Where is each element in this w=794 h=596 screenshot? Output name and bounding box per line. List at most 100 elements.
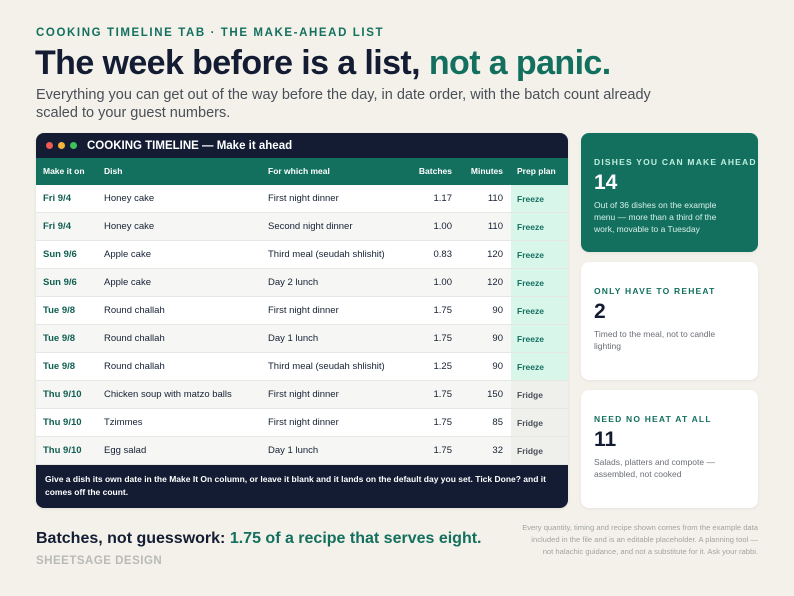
tagline-lead: Batches, not guesswork: xyxy=(36,530,226,547)
prep-bg xyxy=(511,409,568,436)
column-header: Make it on Dish For which meal Batches Minut… xyxy=(36,158,568,185)
table-row: Thu 9/10 Tzimmes First night dinner 1.75 85 F… xyxy=(36,409,568,437)
table-cell: Freeze xyxy=(517,250,544,260)
table-cell: Tue 9/8 xyxy=(43,361,76,372)
prep-bg xyxy=(511,353,568,380)
table-cell: Apple cake xyxy=(104,249,152,260)
table-cell: Third meal (seudah shlishit) xyxy=(268,361,385,372)
table-cell: 1.75 xyxy=(433,389,453,400)
table-cell: Freeze xyxy=(517,362,544,372)
table-cell: Freeze xyxy=(517,334,544,344)
table-cell: Tue 9/8 xyxy=(43,333,76,344)
table-row: Tue 9/8 Round challah First night dinner 1.… xyxy=(36,297,568,325)
column-label: Prep plan xyxy=(517,166,556,176)
table-cell: Round challah xyxy=(104,333,165,344)
disclaimer: Every quantity, timing and recipe shown … xyxy=(522,523,758,556)
table-cell: Day 2 lunch xyxy=(268,277,319,288)
table-cell: Sun 9/6 xyxy=(43,249,77,260)
table-cell: 1.75 xyxy=(433,305,453,316)
headline-accent: not a panic. xyxy=(428,44,611,82)
stat-card: DISHES YOU CAN MAKE AHEAD 14 Out of 36 dis… xyxy=(581,133,758,252)
table-cell: Honey cake xyxy=(104,193,155,204)
table-row: Tue 9/8 Round challah Third meal (seudah s… xyxy=(36,353,568,381)
table-cell: 1.00 xyxy=(433,277,453,288)
table-cell: Third meal (seudah shlishit) xyxy=(268,249,385,260)
headline-lead: The week before is a list, xyxy=(35,44,421,82)
table-cell: Round challah xyxy=(104,361,165,372)
timeline-panel: COOKING TIMELINE — Make it ahead Make it… xyxy=(36,133,568,508)
table-cell: First night dinner xyxy=(268,417,339,428)
table-cell: 1.75 xyxy=(433,445,453,456)
card-label: DISHES YOU CAN MAKE AHEAD xyxy=(594,157,757,167)
tagline: Batches, not guesswork: 1.75 of a recipe… xyxy=(36,530,482,548)
table-cell: Freeze xyxy=(517,278,544,288)
prep-bg xyxy=(511,297,568,324)
table-cell: 110 xyxy=(487,221,503,232)
table-cell: 0.83 xyxy=(433,249,453,260)
table-cell: 85 xyxy=(492,417,503,428)
headline: The week before is a list, not a panic. xyxy=(35,44,611,83)
table-cell: 1.17 xyxy=(433,193,453,204)
table-row: Sun 9/6 Apple cake Day 2 lunch 1.00 120 Freez… xyxy=(36,269,568,297)
table-row: Sun 9/6 Apple cake Third meal (seudah shli… xyxy=(36,241,568,269)
card-value: 11 xyxy=(594,428,617,451)
stat-card: NEED NO HEAT AT ALL 11 Salads, platters an… xyxy=(581,390,758,508)
table-cell: Day 1 lunch xyxy=(268,333,319,344)
column-label: Minutes xyxy=(470,166,503,176)
table-row: Fri 9/4 Honey cake First night dinner 1.17 1… xyxy=(36,185,568,213)
table-row: Thu 9/10 Chicken soup with matzo balls Fir… xyxy=(36,381,568,409)
prep-bg xyxy=(511,185,568,212)
table-cell: Fri 9/4 xyxy=(43,221,71,232)
prep-bg xyxy=(511,381,568,408)
prep-bg xyxy=(511,269,568,296)
prep-bg xyxy=(511,437,568,464)
table-cell: Thu 9/10 xyxy=(43,389,82,400)
table-cell: Fridge xyxy=(517,390,543,400)
dot xyxy=(46,142,53,149)
table-cell: 90 xyxy=(492,361,503,372)
card-value: 2 xyxy=(594,300,606,323)
table-row: Fri 9/4 Honey cake Second night dinner 1.00… xyxy=(36,213,568,241)
table-cell: Fri 9/4 xyxy=(43,193,71,204)
prep-bg xyxy=(511,241,568,268)
table-cell: Second night dinner xyxy=(268,221,353,232)
table-cell: Freeze xyxy=(517,194,544,204)
table-cell: First night dinner xyxy=(268,193,339,204)
table-cell: Thu 9/10 xyxy=(43,417,82,428)
column-label: For which meal xyxy=(268,166,330,176)
table-row: Thu 9/10 Egg salad Day 1 lunch 1.75 32 Fridge xyxy=(36,437,568,465)
table-cell: Honey cake xyxy=(104,221,155,232)
table-cell: Thu 9/10 xyxy=(43,445,82,456)
table-cell: Fridge xyxy=(517,418,543,428)
column-label: Batches xyxy=(418,166,452,176)
stat-card: ONLY HAVE TO REHEAT 2 Timed to the meal, n… xyxy=(581,262,758,380)
table-cell: Freeze xyxy=(517,306,544,316)
table-cell: Tzimmes xyxy=(104,417,143,428)
card-value: 14 xyxy=(594,171,618,194)
table-cell: 90 xyxy=(492,305,503,316)
table-cell: 90 xyxy=(492,333,503,344)
table-cell: Chicken soup with matzo balls xyxy=(104,389,232,400)
subtitle: Everything you can get out of the way be… xyxy=(36,87,651,121)
window-bar: COOKING TIMELINE — Make it ahead xyxy=(36,133,568,158)
table-cell: Round challah xyxy=(104,305,165,316)
table-cell: 1.00 xyxy=(433,221,453,232)
table-cell: 1.75 xyxy=(433,417,453,428)
table-cell: 1.75 xyxy=(433,333,453,344)
window-title: COOKING TIMELINE — Make it ahead xyxy=(87,140,293,152)
table-cell: Fridge xyxy=(517,446,543,456)
eyebrow: COOKING TIMELINE TAB · THE MAKE-AHEAD LI… xyxy=(36,27,385,39)
table-cell: First night dinner xyxy=(268,305,339,316)
table-cell: 120 xyxy=(487,277,503,288)
table-cell: First night dinner xyxy=(268,389,339,400)
dot xyxy=(58,142,65,149)
dot xyxy=(70,142,77,149)
table-cell: 32 xyxy=(492,445,503,456)
table-row: Tue 9/8 Round challah Day 1 lunch 1.75 90 Fre… xyxy=(36,325,568,353)
table-cell: 150 xyxy=(487,389,503,400)
card-label: ONLY HAVE TO REHEAT xyxy=(594,286,716,296)
card-text: Out of 36 dishes on the example menu — m… xyxy=(594,200,717,234)
table-cell: Freeze xyxy=(517,222,544,232)
table-cell: 110 xyxy=(487,193,503,204)
